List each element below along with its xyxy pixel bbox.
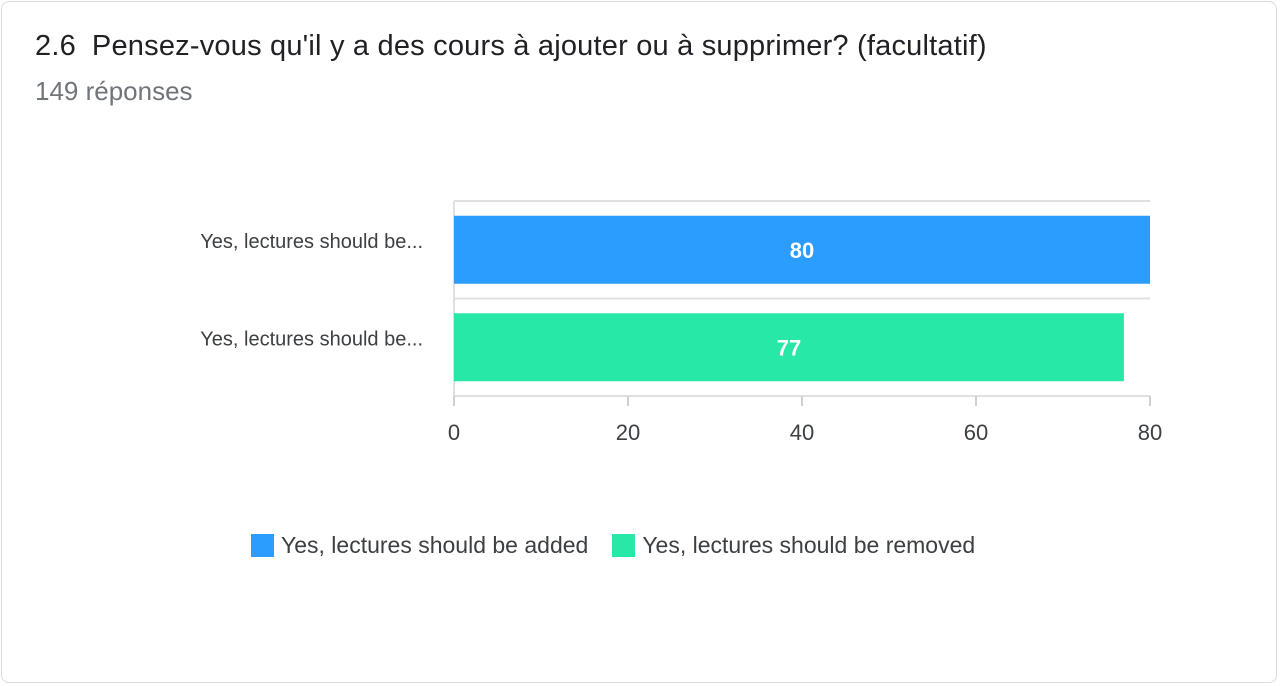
bar-1 xyxy=(454,313,1124,382)
question-number: 2.6 xyxy=(35,30,76,62)
legend-swatch-removed xyxy=(612,534,636,557)
x-tick-label-0: 0 xyxy=(448,420,460,445)
bar-0 xyxy=(454,215,1150,284)
data-label-1: 77 xyxy=(777,335,801,360)
category-label-1: Yes, lectures should be... xyxy=(200,328,423,350)
question-title: 2.6 Pensez-vous qu'il y a des cours à ajo… xyxy=(35,30,987,63)
legend-item-added[interactable]: Yes, lectures should be added xyxy=(251,532,588,559)
legend-label-added: Yes, lectures should be added xyxy=(281,532,589,558)
response-count: 149 réponses xyxy=(35,76,193,106)
category-label-0: Yes, lectures should be... xyxy=(200,231,423,253)
x-tick-label-2: 40 xyxy=(790,420,814,445)
legend-swatch-added xyxy=(251,534,274,557)
legend-item-removed[interactable]: Yes, lectures should be removed xyxy=(612,532,975,559)
chart-legend: Yes, lectures should be added Yes, lectu… xyxy=(251,532,999,559)
legend-label-removed: Yes, lectures should be removed xyxy=(642,532,976,558)
x-tick-label-1: 20 xyxy=(616,420,640,445)
x-tick-label-4: 80 xyxy=(1138,420,1162,445)
x-tick-label-3: 60 xyxy=(964,420,988,445)
data-label-0: 80 xyxy=(790,238,814,263)
question-text: Pensez-vous qu'il y a des cours à ajoute… xyxy=(91,30,987,62)
